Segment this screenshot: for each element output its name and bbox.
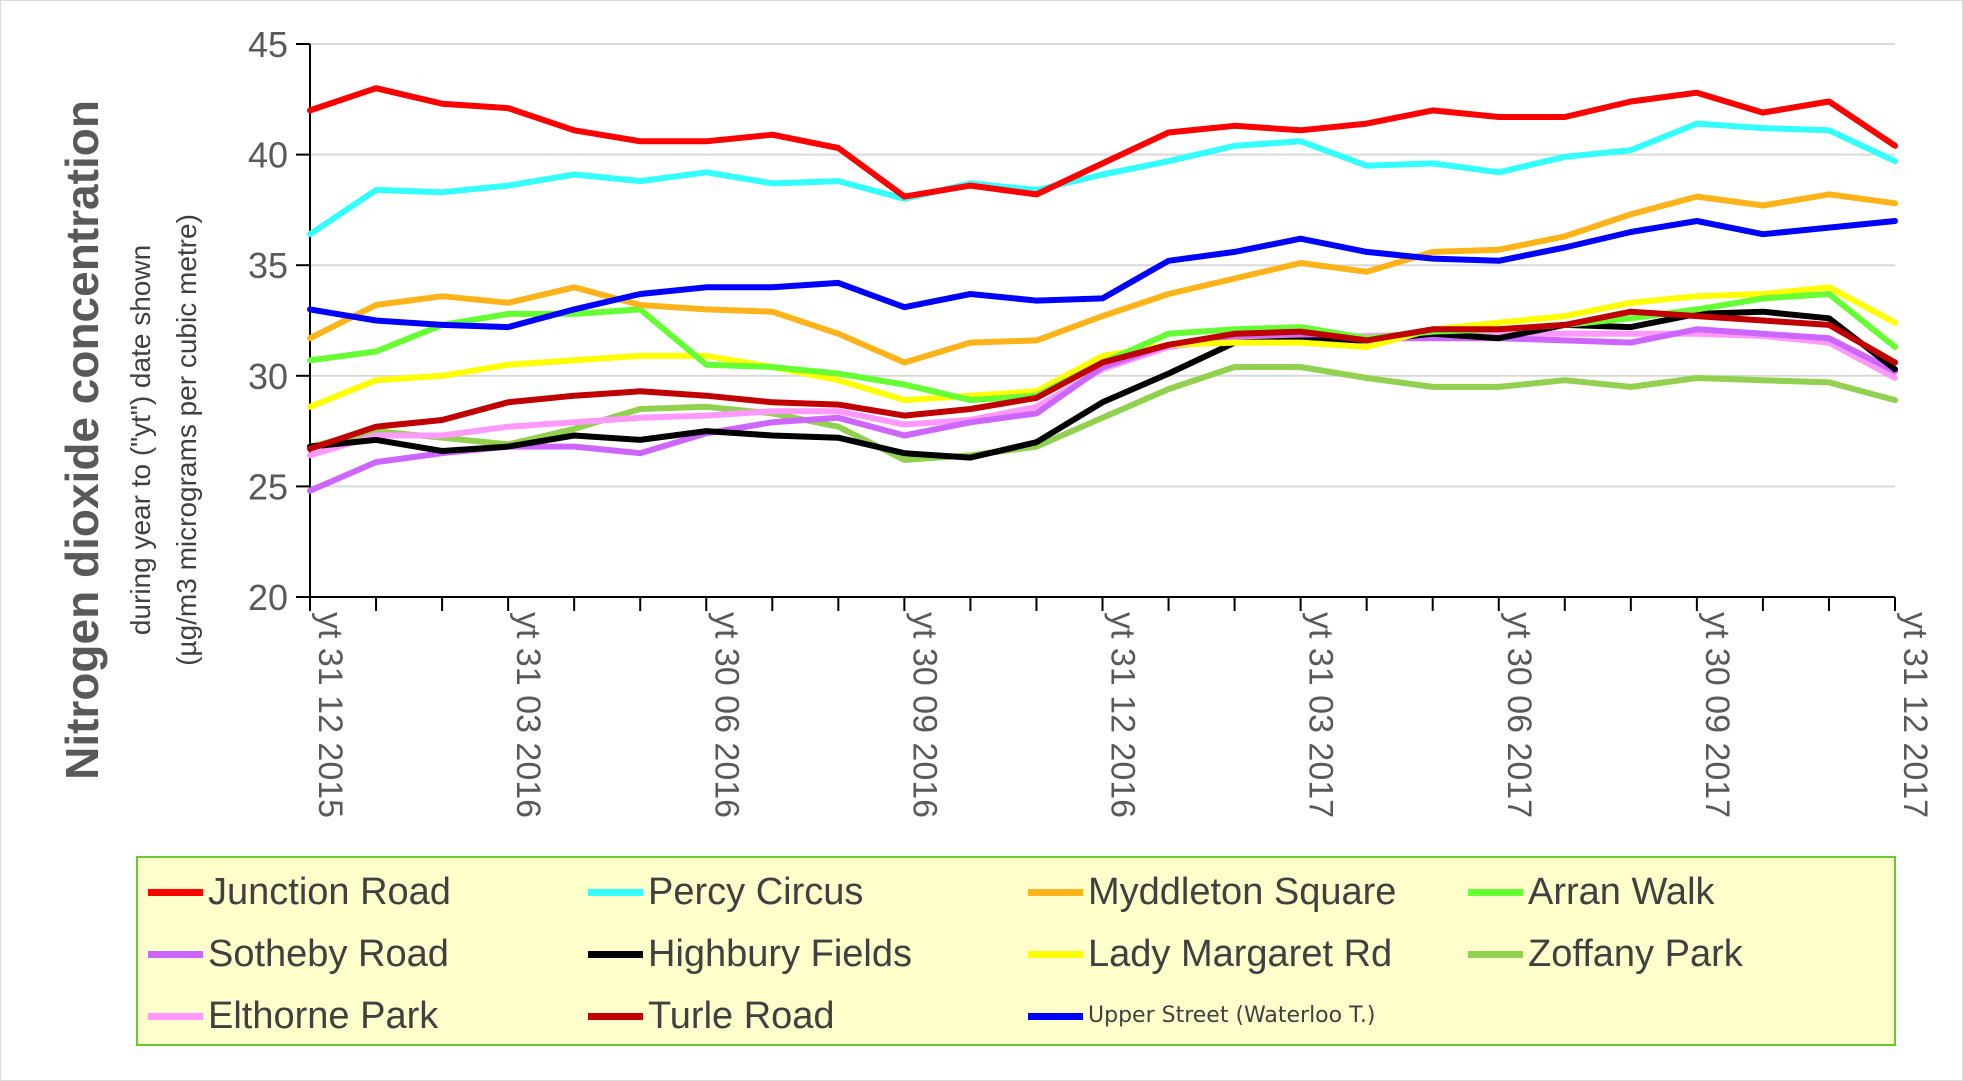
legend-swatch — [588, 889, 643, 896]
y-axis-label-line1: during year to ("yt") date shown — [125, 245, 156, 635]
legend-label: Upper Street (Waterloo T.) — [1088, 1003, 1376, 1028]
legend-label: Sotheby Road — [208, 933, 449, 975]
x-tick-label: yt 30 06 2017 — [1500, 612, 1538, 818]
y-tick-label: 40 — [248, 135, 288, 176]
legend-label: Myddleton Square — [1088, 871, 1397, 913]
legend-swatch — [1028, 951, 1083, 958]
series-line-percy-circus — [307, 120, 1898, 238]
legend-swatch — [148, 889, 203, 896]
legend-label: Lady Margaret Rd — [1088, 933, 1393, 975]
x-tick-label: yt 31 12 2015 — [311, 612, 349, 818]
x-tick-label: yt 30 09 2016 — [905, 612, 943, 818]
x-tick-label: yt 30 06 2016 — [707, 612, 745, 818]
legend-swatch — [1468, 951, 1523, 958]
chart-title: Nitrogen dioxide concentration — [56, 100, 108, 780]
legend-swatch — [1468, 889, 1523, 896]
series-lines — [307, 85, 1898, 494]
legend-label: Highbury Fields — [648, 933, 912, 975]
series-line-sotheby-road — [307, 326, 1898, 494]
series-line-myddleton-square — [307, 191, 1898, 366]
legend-label: Zoffany Park — [1528, 933, 1743, 975]
legend-swatch — [1028, 889, 1083, 896]
series-line-turle-road — [307, 308, 1898, 452]
y-tick-label: 25 — [248, 466, 288, 507]
series-line-junction-road — [307, 85, 1898, 200]
series-line-upper-street-waterloo-t — [307, 218, 1898, 331]
chart-legend: Junction Road Percy Circus Myddleton Squar… — [136, 856, 1896, 1046]
legend-label: Turle Road — [648, 995, 835, 1037]
gridlines — [310, 43, 1895, 488]
x-tick-label: yt 31 12 2016 — [1104, 612, 1142, 818]
y-tick-label: 30 — [248, 356, 288, 397]
x-tick-label: yt 30 09 2017 — [1698, 612, 1736, 818]
y-tick-label: 20 — [248, 577, 288, 618]
x-tick-label: yt 31 12 2017 — [1896, 612, 1934, 818]
series-line-lady-margaret-rd — [307, 284, 1898, 410]
legend-swatch — [588, 1013, 643, 1020]
y-axis-label-line2: (µg/m3 micrograms per cubic metre) — [171, 214, 202, 666]
series-line-highbury-fields — [307, 308, 1898, 461]
y-tick-label: 45 — [248, 24, 288, 65]
legend-swatch — [148, 1013, 203, 1020]
x-tick-label: yt 31 03 2017 — [1302, 612, 1340, 818]
legend-label: Arran Walk — [1528, 871, 1715, 913]
y-tick-labels: 20 25 30 35 40 45 — [248, 24, 288, 618]
legend-label: Junction Road — [208, 871, 451, 913]
legend-label: Percy Circus — [648, 871, 864, 913]
legend-swatch — [588, 951, 643, 958]
y-tick-label: 35 — [248, 245, 288, 286]
legend-swatch — [148, 951, 203, 958]
legend-swatch — [1028, 1013, 1083, 1020]
axes — [296, 43, 1896, 611]
legend-label: Elthorne Park — [208, 995, 439, 1037]
x-tick-labels: yt 31 12 2015 yt 31 03 2016 yt 30 06 2016 y… — [311, 612, 1934, 818]
series-line-zoffany-park — [307, 364, 1898, 463]
x-tick-label: yt 31 03 2016 — [509, 612, 547, 818]
